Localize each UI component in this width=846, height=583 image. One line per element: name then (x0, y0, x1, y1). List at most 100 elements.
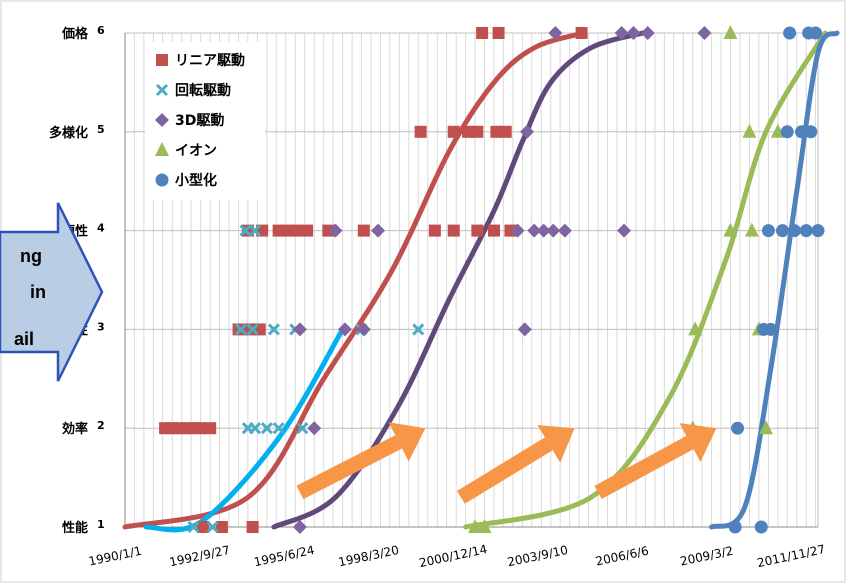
data-point (697, 26, 712, 40)
trend-curve (143, 326, 346, 533)
legend-marker (155, 142, 169, 156)
data-point (499, 125, 512, 138)
data-point (780, 125, 794, 139)
data-point (239, 224, 252, 237)
data-point (244, 323, 257, 336)
legend-marker (155, 83, 169, 97)
trend-curve (709, 30, 840, 530)
data-point (272, 224, 285, 237)
data-point (292, 520, 307, 534)
data-point (723, 222, 738, 237)
data-point (536, 223, 551, 238)
data-point (754, 520, 768, 534)
x-stroke (267, 323, 280, 336)
legend-label: 小型化 (175, 172, 217, 189)
x-stroke (412, 323, 425, 336)
x-stroke (234, 323, 248, 336)
data-point (215, 521, 228, 533)
y-tick-number: 2 (97, 419, 105, 432)
y-tick-number: 6 (97, 24, 105, 37)
x-stroke (272, 422, 285, 435)
data-point (744, 222, 759, 237)
data-point (471, 224, 484, 237)
data-point (248, 422, 262, 435)
data-point (614, 26, 629, 40)
data-point (246, 521, 259, 533)
data-point (232, 323, 245, 336)
data-point (246, 323, 259, 336)
orange-arrow-head (537, 425, 575, 463)
data-point (296, 422, 309, 435)
y-tick-number: 4 (97, 222, 105, 235)
x-stroke (239, 224, 252, 237)
orange-arrow-shaft (456, 437, 553, 504)
data-point (492, 27, 505, 39)
data-point (357, 224, 370, 237)
data-point (809, 26, 823, 40)
data-point (575, 27, 588, 39)
data-point (187, 520, 200, 534)
data-point (301, 224, 314, 237)
callout-line-2: in (30, 282, 46, 302)
data-point (248, 224, 262, 237)
y-tick-number: 5 (97, 123, 105, 136)
orange-arrow-head (388, 422, 426, 462)
data-point (322, 224, 335, 237)
x-stroke (296, 422, 309, 435)
x-stroke (248, 224, 262, 237)
y-tick-label: 効率 (62, 421, 88, 437)
data-point (759, 420, 774, 435)
y-axis: 性能1効率2性3便性4多様化5価格6 (49, 24, 105, 536)
data-point (723, 25, 738, 39)
data-point (688, 321, 703, 336)
x-stroke (260, 422, 273, 435)
data-point (548, 26, 563, 40)
x-stroke (187, 520, 200, 534)
data-point (307, 421, 322, 436)
data-point (462, 125, 475, 138)
data-point (640, 26, 655, 40)
legend-label: イオン (175, 143, 217, 159)
legend-label: 回転駆動 (175, 82, 231, 99)
data-point (804, 125, 818, 139)
callout-arrow-shape (0, 202, 104, 382)
legend-label: 3D駆動 (175, 112, 224, 129)
data-point (787, 224, 801, 238)
data-point (471, 125, 484, 138)
trend-curve (463, 30, 828, 530)
data-point (467, 519, 482, 533)
legend-marker (155, 113, 169, 127)
data-point (546, 223, 561, 238)
data-point (292, 322, 307, 337)
y-tick-label: 性能 (62, 520, 88, 536)
data-point (267, 323, 280, 336)
x-stroke (248, 422, 262, 435)
data-point (356, 322, 371, 337)
data-point (775, 224, 789, 238)
y-tick-label: 多様化 (49, 125, 88, 141)
data-point (504, 224, 517, 237)
callout-line-1: ng (20, 246, 42, 266)
data-point (447, 125, 460, 138)
data-point (477, 519, 492, 533)
x-stroke (206, 520, 219, 534)
data-point (371, 223, 386, 238)
orange-arrow-shaft (594, 435, 694, 500)
trend-curve (122, 30, 587, 530)
data-point (742, 123, 757, 138)
data-point (337, 322, 352, 337)
callout-arrow: ng in ail (0, 202, 104, 382)
data-point (799, 224, 813, 238)
data-point (783, 26, 797, 40)
data-point (811, 224, 825, 238)
data-point (517, 322, 532, 337)
data-point (557, 223, 572, 238)
data-point (757, 322, 771, 336)
trend-curve (271, 30, 646, 530)
orange-arrow-shaft (296, 435, 403, 500)
data-point (206, 520, 219, 534)
data-point (728, 520, 742, 534)
